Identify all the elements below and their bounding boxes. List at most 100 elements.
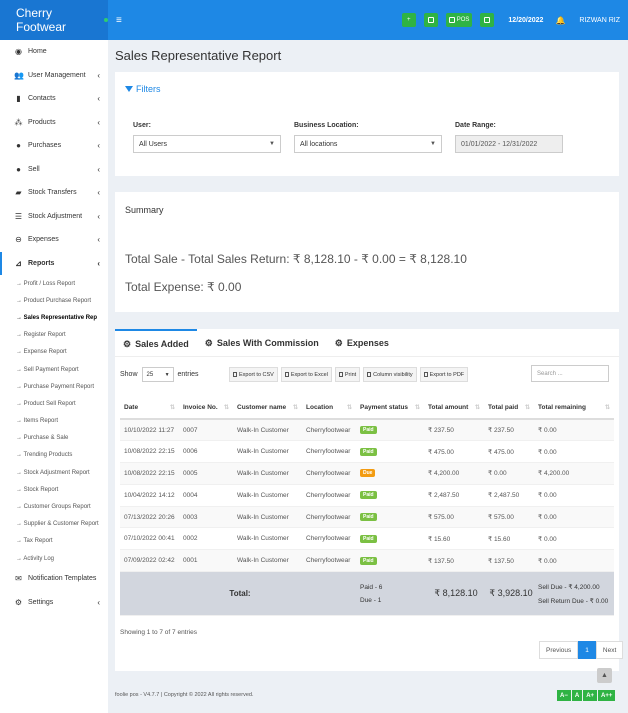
report-purchase-sale[interactable]: → Purchase & Sale: [16, 435, 69, 442]
total-amount: ₹ 8,128.10: [424, 571, 484, 617]
col-invoice[interactable]: Invoice No. ⇅: [179, 397, 233, 420]
user-menu[interactable]: RIZWAN RIZ: [579, 16, 620, 24]
table-row[interactable]: 10/08/2022 22:15 0006 Walk-In Customer Cher…: [120, 440, 614, 464]
status-badge[interactable]: Paid: [360, 556, 377, 565]
sidebar-item-stock-adjustment[interactable]: ☰ Stock Adjustment ‹: [14, 211, 100, 221]
font-reset-button[interactable]: A: [571, 690, 583, 701]
sort-icon: ⇅: [474, 405, 480, 411]
file-icon: [233, 372, 237, 377]
print-icon: [338, 372, 343, 377]
scroll-top-icon[interactable]: ▲: [597, 668, 612, 683]
truck-icon: ▰: [15, 188, 22, 198]
report-tax[interactable]: → Tax Report: [16, 538, 53, 545]
location-select[interactable]: All locations ▼: [294, 135, 442, 153]
report-customer-groups[interactable]: → Customer Groups Report: [16, 504, 91, 511]
online-dot-icon: [104, 18, 108, 22]
report-stock-adjustment[interactable]: → Stock Adjustment Report: [16, 469, 90, 476]
database-icon: ☰: [14, 211, 23, 221]
export-pdf-button[interactable]: Export to PDF: [419, 367, 469, 382]
brand[interactable]: Cherry Footwear: [0, 0, 108, 40]
sort-icon: ⇅: [292, 405, 298, 411]
sidebar-item-contacts[interactable]: ▮ Contacts ‹: [0, 87, 108, 111]
status-badge[interactable]: Paid: [360, 426, 377, 435]
sidebar-item-stock-transfers[interactable]: ▰ Stock Transfers ‹: [15, 188, 100, 198]
col-total-amount[interactable]: Total amount ⇅: [424, 397, 484, 420]
column-visibility-button[interactable]: Column visibility: [363, 367, 417, 382]
menu-toggle-icon[interactable]: ≡: [116, 14, 122, 26]
sidebar-item-sell[interactable]: ● Sell ‹: [0, 158, 108, 182]
table-row[interactable]: 10/04/2022 14:12 0004 Walk-In Customer Cher…: [120, 484, 614, 507]
pos-button[interactable]: POS: [445, 13, 473, 27]
chevron-down-icon: ‹: [97, 258, 100, 268]
date-range-input[interactable]: 01/01/2022 - 12/31/2022: [455, 135, 563, 153]
report-supplier-customer[interactable]: → Supplier & Customer Report: [16, 521, 99, 528]
status-badge[interactable]: Paid: [360, 513, 377, 522]
status-badge[interactable]: Paid: [360, 447, 377, 456]
date-range-label: Date Range:: [455, 122, 496, 129]
sidebar-item-purchases[interactable]: ● Purchases ‹: [0, 134, 108, 158]
font-increase-more-button[interactable]: A++: [598, 690, 616, 701]
bell-icon[interactable]: 🔔: [555, 15, 566, 25]
sidebar-item-settings[interactable]: ⚙ Settings ‹: [14, 597, 100, 607]
report-expense[interactable]: → Expense Report: [16, 349, 67, 356]
brand-name: Cherry Footwear: [16, 6, 67, 34]
export-excel-button[interactable]: Export to Excel: [280, 367, 332, 382]
cash-icon[interactable]: [480, 13, 495, 27]
filters-toggle[interactable]: Filters: [125, 84, 161, 94]
tab-sales-with-commission[interactable]: ⚙ Sales With Commission: [204, 337, 319, 349]
address-book-icon: ▮: [16, 94, 21, 104]
sidebar-item-notification-templates[interactable]: ✉ Notification Templates: [15, 574, 97, 584]
status-badge[interactable]: Paid: [360, 491, 377, 500]
col-location[interactable]: Location ⇅: [302, 397, 356, 420]
report-register[interactable]: → Register Report: [16, 332, 66, 339]
sidebar-item-reports[interactable]: ⊿ Reports ‹: [0, 251, 108, 275]
previous-page-button[interactable]: Previous: [539, 641, 579, 659]
table-row[interactable]: 10/08/2022 22:15 0005 Walk-In Customer Cher…: [120, 462, 614, 485]
font-increase-button[interactable]: A+: [583, 690, 598, 701]
user-select[interactable]: All Users ▼: [133, 135, 281, 153]
report-purchase-payment[interactable]: → Purchase Payment Report: [16, 383, 95, 390]
search-input[interactable]: Search ...: [531, 365, 609, 382]
report-trending-products[interactable]: → Trending Products: [16, 452, 73, 459]
chevron-left-icon: ‹: [97, 188, 100, 198]
report-activity-log[interactable]: → Activity Log: [16, 555, 55, 562]
tab-sales-added[interactable]: ⚙ Sales Added: [115, 329, 197, 357]
table-row[interactable]: 07/09/2022 02:42 0001 Walk-In Customer Cher…: [120, 549, 614, 573]
filter-icon: [125, 86, 133, 92]
table-row[interactable]: 07/10/2022 00:41 0002 Walk-In Customer Cher…: [120, 527, 614, 551]
font-decrease-button[interactable]: A−: [557, 690, 571, 701]
status-badge[interactable]: Paid: [360, 534, 377, 543]
print-button[interactable]: Print: [334, 367, 361, 382]
table-row[interactable]: 07/13/2022 20:26 0003 Walk-In Customer Cher…: [120, 506, 614, 529]
next-page-button[interactable]: Next: [595, 641, 624, 659]
report-profit-loss[interactable]: → Profit / Loss Report: [16, 280, 76, 287]
sort-icon: ⇅: [524, 405, 530, 411]
cog-icon: ⚙: [14, 597, 23, 607]
sidebar-item-expenses[interactable]: ⊖ Expenses ‹: [15, 235, 100, 245]
chart-icon: ⊿: [15, 258, 22, 268]
page-1-button[interactable]: 1: [578, 641, 596, 659]
col-date[interactable]: Date ⇅: [120, 397, 179, 420]
page-length-select[interactable]: 25 ▼: [141, 367, 174, 382]
col-total-paid[interactable]: Total paid ⇅: [484, 397, 534, 420]
tab-expenses[interactable]: ⚙ Expenses: [334, 337, 389, 349]
col-payment-status[interactable]: Payment status ⇅: [356, 397, 424, 420]
chevron-left-icon: ‹: [97, 164, 100, 174]
report-sell-payment[interactable]: → Sell Payment Report: [16, 366, 79, 373]
report-product-sell[interactable]: → Product Sell Report: [16, 400, 76, 407]
table-row[interactable]: 10/10/2022 11:27 0007 Walk-In Customer Cher…: [120, 419, 614, 442]
add-icon[interactable]: +: [401, 13, 416, 27]
status-badge[interactable]: Due: [360, 469, 376, 478]
sidebar-item-home[interactable]: ◉ Home: [15, 47, 47, 57]
calculator-icon[interactable]: [423, 13, 438, 27]
report-items[interactable]: → Items Report: [16, 418, 59, 425]
report-stock[interactable]: → Stock Report: [16, 486, 59, 493]
col-customer[interactable]: Customer name ⇅: [233, 397, 302, 420]
sidebar-item-products[interactable]: ⁂ Products ‹: [14, 117, 101, 127]
col-total-remaining[interactable]: Total remaining ⇅: [534, 397, 614, 420]
export-csv-button[interactable]: Export to CSV: [229, 367, 278, 382]
chevron-left-icon: ‹: [97, 70, 100, 80]
sidebar-item-user-management[interactable]: 👥 User Management ‹: [14, 70, 100, 80]
report-sales-representative[interactable]: → Sales Representative Rep: [16, 314, 98, 321]
report-product-purchase[interactable]: → Product Purchase Report: [16, 297, 92, 304]
